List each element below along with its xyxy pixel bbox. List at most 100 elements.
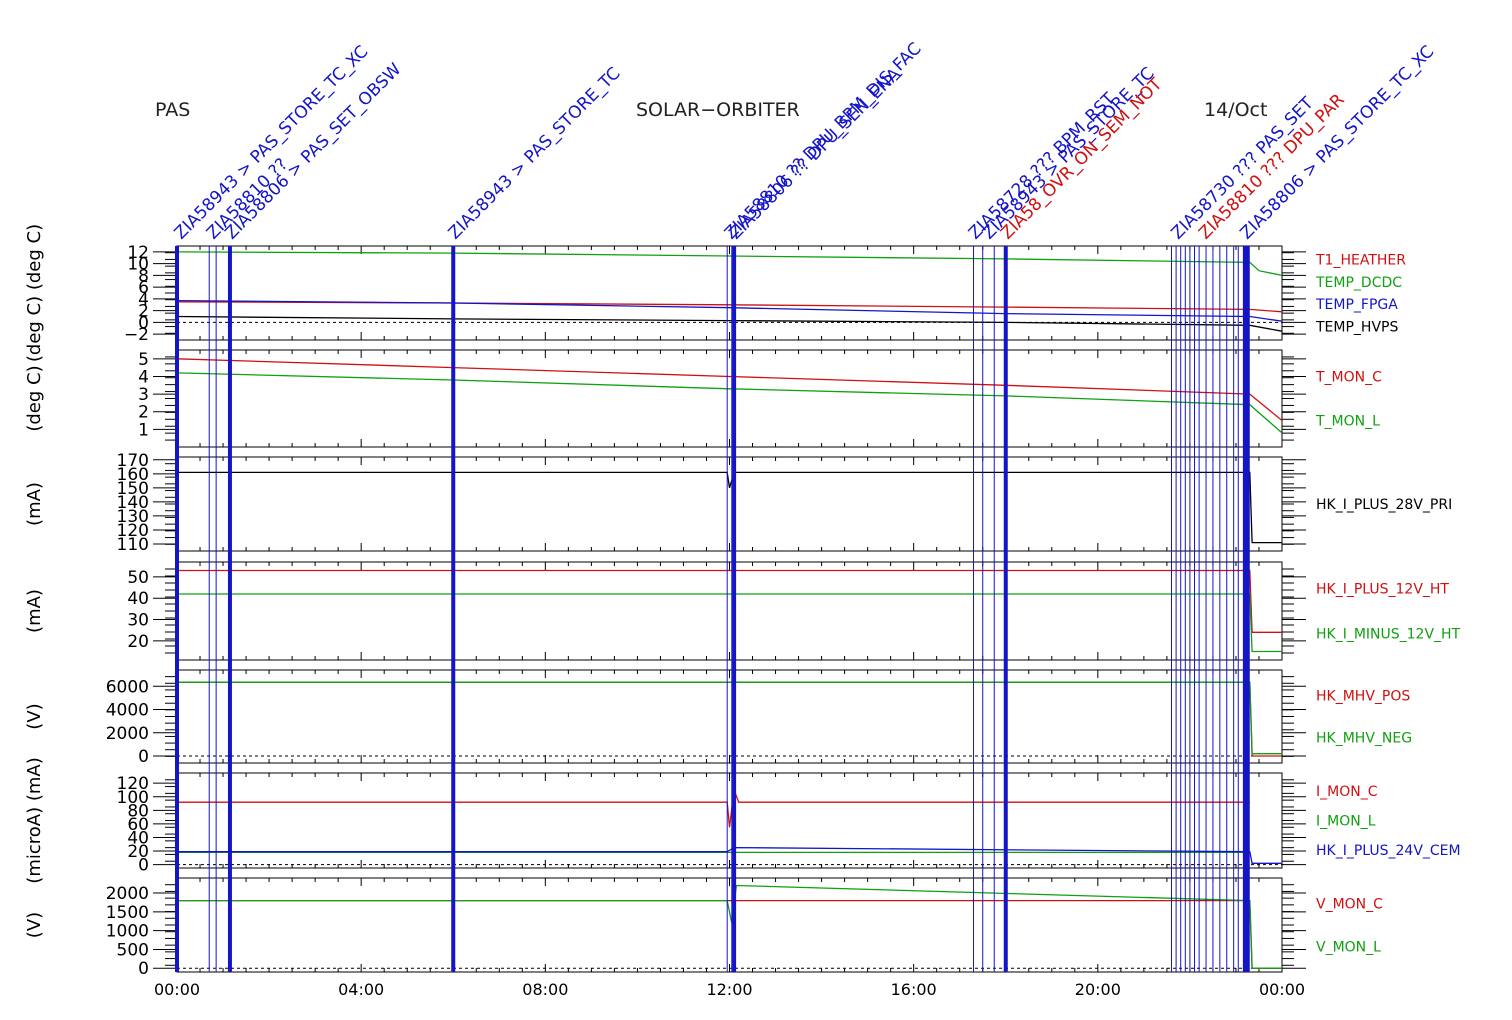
y-tick-label: 3 [138, 385, 149, 405]
x-tick-label: 00:00 [154, 980, 200, 999]
panel-frame [176, 561, 1283, 661]
mission-label: SOLAR−ORBITER [636, 99, 800, 121]
y-tick-label: 20 [127, 842, 149, 862]
series-line [177, 884, 1282, 969]
y-tick-label: 60 [127, 815, 149, 835]
series-line [177, 471, 1282, 544]
x-axis: 00:00 04:00 08:00 12:00 16:00 20:00 00:00 [154, 980, 1305, 999]
y-tick-label: 12 [127, 243, 149, 263]
y-tick-label: 4 [138, 290, 149, 310]
series-label: TEMP_HVPS [1315, 320, 1398, 336]
y-tick-label: 4 [138, 367, 149, 387]
y-tick-label: 140 [117, 493, 149, 513]
event-label: ZIA58806 ?? DPU_SEN_ENA [725, 64, 904, 243]
series-label: T1_HEATHER [1315, 252, 1406, 268]
series-line [176, 299, 1283, 322]
y-tick-label: 2 [138, 302, 149, 322]
series-line [177, 569, 1282, 633]
series-label: I_MON_L [1316, 814, 1376, 830]
series-label: HK_I_PLUS_12V_HT [1316, 582, 1449, 598]
series-label: V_MON_C [1316, 897, 1383, 913]
series-line [176, 358, 1283, 422]
y-axis-label: (V) [24, 703, 45, 729]
y-axis-label: (deg C) [24, 365, 45, 431]
y-tick-label: 1000 [106, 922, 149, 942]
y-tick-label: 0 [138, 856, 149, 876]
y-tick-label: 50 [127, 568, 149, 588]
series-label: V_MON_L [1316, 939, 1381, 955]
y-axis-label: (V) [24, 912, 45, 938]
series-label: T_MON_C [1315, 369, 1382, 385]
y-tick-label: 500 [117, 940, 149, 960]
series-label: HK_I_PLUS_24V_CEM [1316, 843, 1461, 859]
y-tick-label: 5 [138, 350, 149, 370]
panel-frame [176, 877, 1283, 973]
y-tick-label: 160 [117, 465, 149, 485]
event-label: ZIA58943 > PAS_STORE_TC [979, 64, 1159, 244]
y-tick-label: 2000 [106, 724, 149, 744]
series-label: I_MON_C [1316, 784, 1378, 800]
x-tick-label: 12:00 [706, 980, 752, 999]
series-line [177, 846, 1282, 864]
y-axis-label: (mA) [24, 589, 45, 633]
y-tick-label: 40 [127, 589, 149, 609]
series-label: HK_I_PLUS_28V_PRI [1316, 497, 1452, 513]
y-axis-label: (microA) (mA) [24, 757, 45, 883]
series-line [177, 593, 1282, 653]
series-line [177, 789, 1250, 828]
y-axis-label: (mA) [24, 482, 45, 526]
series-line [177, 681, 1282, 757]
y-tick-label: 6 [138, 278, 149, 298]
series-line [177, 681, 1282, 755]
y-tick-label: 150 [117, 479, 149, 499]
series-line [176, 372, 1283, 434]
y-tick-label: 0 [138, 959, 149, 979]
y-tick-label: 30 [127, 611, 149, 631]
series-label: HK_MHV_NEG [1316, 731, 1412, 747]
series-line [176, 315, 1283, 332]
y-tick-label: 120 [117, 521, 149, 541]
event-label: ZIA58943 > PAS_STORE_TC_XC [171, 42, 373, 244]
y-tick-label: 10 [127, 255, 149, 275]
y-tick-label: 6000 [106, 677, 149, 697]
panel-frame [176, 669, 1283, 764]
y-tick-label: 4000 [106, 701, 149, 721]
series-label: TEMP_DCDC [1315, 275, 1402, 291]
y-tick-label: −2 [124, 325, 149, 345]
y-tick-label: 2000 [106, 884, 149, 904]
y-tick-label: 100 [117, 788, 149, 808]
y-tick-label: 0 [138, 313, 149, 333]
y-tick-label: 170 [117, 451, 149, 471]
series-label: HK_I_MINUS_12V_HT [1316, 626, 1461, 642]
y-axis-label: (deg C) (deg C) [24, 224, 45, 362]
instrument-label: PAS [155, 99, 190, 121]
y-tick-label: 8 [138, 266, 149, 286]
x-tick-label: 00:00 [1259, 980, 1305, 999]
y-tick-label: 2 [138, 403, 149, 423]
y-tick-label: 1500 [106, 903, 149, 923]
series-line [176, 251, 1283, 277]
event-label: ZIA58943 > PAS_STORE_TC [445, 64, 625, 244]
y-tick-label: 20 [127, 632, 149, 652]
series-label: T_MON_L [1315, 414, 1380, 430]
y-tick-label: 1 [138, 420, 149, 440]
series-label: HK_MHV_POS [1316, 688, 1410, 704]
y-tick-label: 80 [127, 801, 149, 821]
event-band [1242, 246, 1250, 972]
panel-frame [176, 456, 1283, 552]
x-tick-label: 16:00 [891, 980, 937, 999]
event-markers [175, 246, 1250, 972]
series-line [176, 301, 1283, 313]
y-tick-label: 0 [138, 747, 149, 767]
y-tick-label: 120 [117, 774, 149, 794]
panel-5: 6000 4000 2000 0 (V) HK_MHV_POS HK_MHV_NEG [24, 669, 1412, 767]
event-label: ZIA58_OVR_ON_SEM_NOT [997, 74, 1167, 244]
series-label: TEMP_FPGA [1315, 297, 1398, 313]
